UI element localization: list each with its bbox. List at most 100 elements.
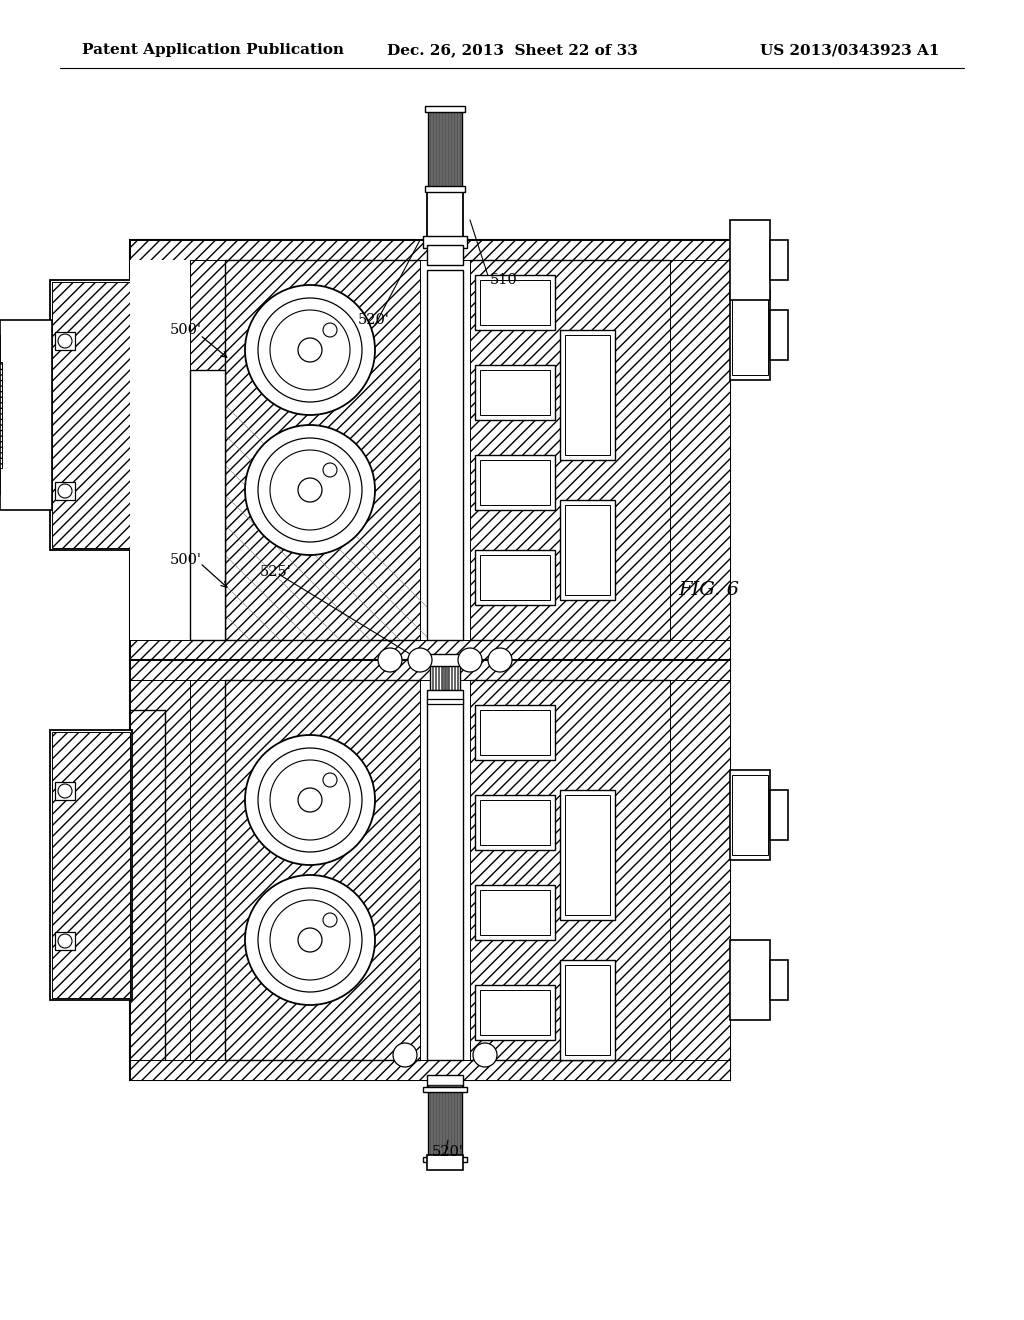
Polygon shape [470,680,670,1060]
Text: 510: 510 [490,273,518,286]
Text: FIG. 6: FIG. 6 [678,581,739,599]
Bar [55,781,75,800]
Bar [0,319,52,510]
Bar [423,236,467,248]
Circle shape [323,913,337,927]
Bar [670,680,730,1060]
Bar [459,110,461,190]
Bar [565,506,610,595]
Circle shape [58,484,72,498]
Circle shape [245,425,375,554]
Circle shape [258,438,362,543]
Bar [441,110,442,190]
Bar [130,240,730,660]
Bar [454,1085,455,1160]
Circle shape [258,298,362,403]
Bar [454,665,456,700]
Bar [475,275,555,330]
Bar [444,665,445,700]
Bar [565,965,610,1055]
Bar [730,770,770,861]
Bar [459,1085,461,1160]
Bar [432,110,434,190]
Bar [425,186,465,191]
Bar [190,370,225,640]
Bar [475,985,555,1040]
Bar [50,280,132,550]
Bar [435,110,437,190]
Bar [425,106,465,112]
Bar [52,733,130,998]
Bar [435,665,436,700]
Bar [50,730,132,1001]
Bar [130,680,190,1060]
Bar [565,795,610,915]
Circle shape [323,774,337,787]
Bar [427,653,463,667]
Bar [427,190,463,240]
Bar [444,110,445,190]
Bar [560,330,615,459]
Bar [732,775,768,855]
Circle shape [323,463,337,477]
Bar [451,110,452,190]
Bar [480,800,550,845]
Text: 520': 520' [358,313,390,327]
Bar [457,665,459,700]
Bar [456,1085,458,1160]
Circle shape [298,478,322,502]
Bar [55,482,75,500]
Bar [438,110,440,190]
Bar [730,290,770,380]
Bar [447,110,449,190]
Bar [451,665,453,700]
Circle shape [270,310,350,389]
Circle shape [393,1043,417,1067]
Bar [444,1085,445,1160]
Circle shape [258,888,362,993]
Bar [770,240,788,280]
Bar [432,1085,434,1160]
Circle shape [298,788,322,812]
Bar [441,1085,442,1160]
Bar [480,710,550,755]
Polygon shape [190,260,420,640]
Bar [770,789,788,840]
Bar [770,960,788,1001]
Bar [427,1155,463,1170]
Bar [438,665,439,700]
Bar [480,990,550,1035]
Circle shape [488,648,512,672]
Circle shape [270,450,350,531]
Text: US 2013/0343923 A1: US 2013/0343923 A1 [761,44,940,57]
Bar [427,700,463,704]
Circle shape [473,1043,497,1067]
Bar [475,884,555,940]
Bar [428,1085,462,1160]
Bar [475,455,555,510]
Bar [480,280,550,325]
Bar [130,660,730,680]
Circle shape [323,323,337,337]
Bar [130,260,190,640]
Bar [730,220,770,300]
Circle shape [378,648,402,672]
Bar [130,660,730,1080]
Bar [52,282,130,548]
Circle shape [245,875,375,1005]
Circle shape [58,784,72,799]
Bar [565,335,610,455]
Bar [130,240,730,260]
Bar [480,459,550,506]
Bar [430,665,460,700]
Circle shape [245,285,375,414]
Bar [130,640,730,660]
Circle shape [245,735,375,865]
Bar [480,370,550,414]
Bar [480,554,550,601]
Bar [0,362,2,469]
Bar [770,310,788,360]
Bar [670,260,730,640]
Bar [451,1085,452,1160]
Bar [441,665,442,700]
